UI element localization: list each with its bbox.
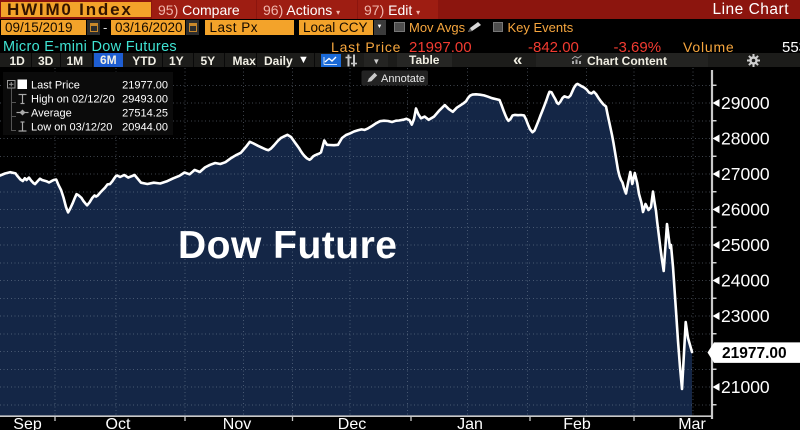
svg-text:21000: 21000 bbox=[721, 377, 770, 397]
svg-text:Nov: Nov bbox=[223, 416, 251, 430]
svg-text:25000: 25000 bbox=[721, 235, 770, 255]
svg-text:24000: 24000 bbox=[721, 271, 770, 291]
svg-text:Average: Average bbox=[31, 108, 72, 120]
svg-text:Sep: Sep bbox=[13, 416, 42, 430]
svg-text:Low on 03/12/20: Low on 03/12/20 bbox=[31, 122, 112, 134]
svg-text:Feb: Feb bbox=[563, 416, 591, 430]
svg-text:20944.00: 20944.00 bbox=[122, 122, 168, 134]
svg-text:27514.25: 27514.25 bbox=[122, 108, 168, 120]
svg-text:Dow Future: Dow Future bbox=[178, 224, 397, 267]
svg-text:Jan: Jan bbox=[457, 416, 483, 430]
svg-text:High on 02/12/20: High on 02/12/20 bbox=[31, 94, 115, 106]
svg-text:Mar: Mar bbox=[678, 416, 706, 430]
svg-text:Annotate: Annotate bbox=[381, 73, 425, 85]
svg-text:27000: 27000 bbox=[721, 164, 770, 184]
svg-text:Dec: Dec bbox=[338, 416, 366, 430]
svg-text:28000: 28000 bbox=[721, 129, 770, 149]
svg-text:23000: 23000 bbox=[721, 306, 770, 326]
svg-text:Last Price: Last Price bbox=[31, 80, 80, 92]
svg-text:21977.00: 21977.00 bbox=[722, 345, 787, 362]
svg-text:Oct: Oct bbox=[106, 416, 131, 430]
svg-text:21977.00: 21977.00 bbox=[122, 80, 168, 92]
svg-text:29493.00: 29493.00 bbox=[122, 94, 168, 106]
svg-text:26000: 26000 bbox=[721, 200, 770, 220]
svg-text:29000: 29000 bbox=[721, 93, 770, 113]
